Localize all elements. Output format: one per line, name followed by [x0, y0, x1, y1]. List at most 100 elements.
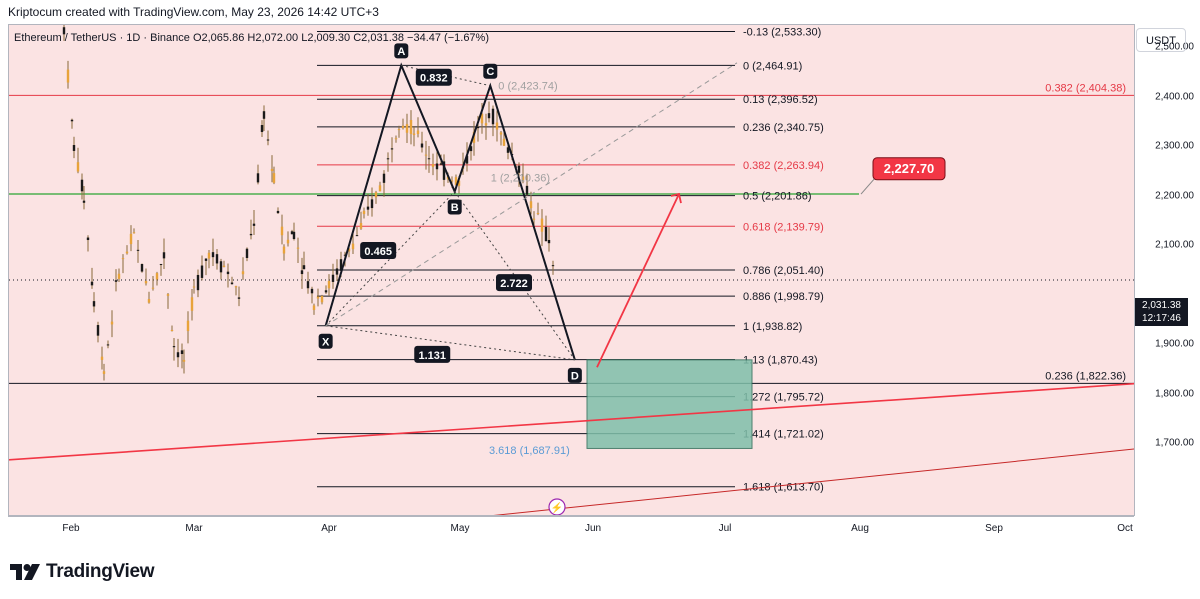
candle-body — [454, 177, 458, 185]
candle-body — [378, 185, 382, 192]
pattern-ratio-badge — [496, 274, 532, 292]
candle-body — [499, 132, 503, 135]
candle-body — [200, 265, 204, 278]
candle-body — [320, 296, 324, 303]
legend-high: H2,072.00 — [247, 32, 299, 44]
fib-level-label: 1.13 (1,870.43) — [743, 355, 818, 367]
candle-body — [282, 246, 286, 254]
price-chart[interactable]: 0.382 (2,404.38) 0.236 (1,822.36) -0.13 (2… — [9, 25, 1134, 516]
event-lightning-icon[interactable] — [548, 498, 566, 515]
legend-change: −34.47 (−1.67%) — [407, 32, 489, 44]
side-level-label: 0.236 (1,822.36) — [1045, 370, 1126, 382]
candle-body — [66, 69, 70, 83]
candle-body — [316, 296, 320, 299]
time-tick-label: Jun — [584, 523, 602, 534]
pattern-point-label: A — [397, 46, 405, 58]
top-bar: Kriptocum created with TradingView.com, … — [0, 0, 1200, 24]
candle-body — [186, 320, 190, 332]
candle-body — [386, 158, 390, 160]
candle-body — [252, 223, 256, 226]
target-price-callout[interactable] — [872, 157, 946, 181]
candle-body — [62, 27, 66, 35]
chart-credit: Kriptocum created with TradingView.com, … — [8, 5, 379, 19]
target-arrow-head — [670, 192, 682, 204]
candle-body — [180, 350, 184, 355]
candle-body — [96, 325, 100, 336]
candle-body — [532, 218, 536, 220]
tradingview-brand: TradingView — [46, 561, 155, 582]
candle-body — [155, 273, 159, 280]
candle-body — [502, 138, 506, 146]
legend-low: L2,009.30 — [301, 32, 351, 44]
fib-level-label: 0.382 (2,263.94) — [743, 160, 824, 172]
candle-body — [151, 287, 155, 289]
candle-body — [132, 232, 136, 234]
tradingview-logo-icon — [10, 564, 40, 580]
pattern-point-label: C — [486, 66, 494, 78]
candle-body — [90, 281, 94, 286]
price-tick-label: 2,400.00 — [1155, 91, 1194, 102]
candle-body — [166, 294, 170, 296]
candle-body — [207, 252, 211, 259]
pattern-ratio-connector — [325, 325, 575, 361]
price-tick-label: 1,900.00 — [1155, 338, 1194, 350]
target-price-label: 2,227.70 — [884, 161, 935, 176]
ghost-fib-label: 3.618 (1,687.91) — [489, 445, 570, 457]
candle-body — [359, 222, 363, 229]
currency-button[interactable]: USDT — [1136, 28, 1186, 52]
candle-body — [450, 180, 454, 182]
time-axis[interactable]: Feb Mar Apr May Jun Jul Aug Sep Oct — [8, 516, 1134, 542]
time-tick-label: Apr — [321, 523, 337, 534]
candle-body — [290, 231, 294, 235]
candle-body — [300, 270, 304, 275]
candle-body — [382, 173, 386, 183]
chart-area[interactable]: 0.382 (2,404.38) 0.236 (1,822.36) -0.13 (2… — [8, 24, 1134, 516]
price-tick-label: 2,300.00 — [1155, 140, 1194, 152]
candle-body — [162, 252, 166, 259]
candle-body — [266, 139, 270, 141]
fib-level-label: 0 (2,464.91) — [743, 60, 802, 72]
candle-body — [412, 133, 416, 135]
price-tick-label: 1,700.00 — [1155, 437, 1194, 449]
price-tick-label: 1,800.00 — [1155, 388, 1194, 399]
candle-body — [192, 286, 196, 288]
candle-body — [219, 261, 223, 273]
last-price-value: 2,031.38 — [1142, 300, 1181, 311]
candle-body — [190, 297, 194, 311]
pattern-point-a — [394, 43, 409, 59]
candle-body — [170, 329, 174, 332]
side-level-label: 0.382 (2,404.38) — [1045, 82, 1126, 94]
candle-body — [394, 138, 398, 140]
candle-body — [182, 359, 186, 362]
pattern-ratio-label: 2.722 — [500, 278, 528, 290]
candle-body — [374, 192, 378, 198]
price-tick-label: 2,100.00 — [1155, 239, 1194, 251]
candle-body — [312, 305, 316, 311]
price-axis[interactable]: 2,500.00 2,400.00 2,300.00 2,200.00 2,100.00… — [1134, 24, 1200, 516]
price-tick-label: 2,500.00 — [1155, 41, 1194, 53]
candle-body — [347, 248, 351, 252]
candle-body — [215, 254, 219, 264]
candle-body — [245, 248, 249, 258]
candle-body — [331, 274, 335, 282]
candle-body — [343, 254, 347, 256]
target-arrow — [596, 193, 680, 368]
pattern-point-label: B — [451, 202, 459, 214]
candle-body — [469, 146, 473, 152]
time-tick-label: May — [450, 523, 470, 534]
fib-level-label: 0.886 (1,998.79) — [743, 291, 824, 303]
candle-body — [480, 113, 484, 124]
price-tick-label: 2,200.00 — [1155, 190, 1194, 201]
candle-body — [76, 162, 80, 172]
candle-body — [366, 206, 370, 210]
fib-level-label: 0.618 (2,139.79) — [743, 221, 824, 233]
candle-body — [439, 163, 443, 165]
time-tick-label: Sep — [985, 523, 1003, 534]
candle-body — [551, 265, 555, 267]
projection-line — [325, 62, 738, 327]
fib-level-label: 0.13 (2,396.52) — [743, 94, 818, 106]
candle-body — [80, 179, 84, 192]
pattern-ratio-label: 1.131 — [418, 350, 446, 362]
target-zone[interactable] — [586, 359, 753, 449]
last-price-badge: 2,031.38 12:17:46 — [1135, 298, 1188, 326]
